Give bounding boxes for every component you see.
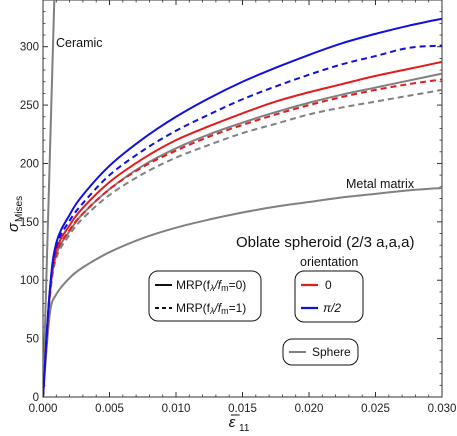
x-tick-label: 0.030 (428, 403, 457, 415)
y-axis-label: σ Mises (5, 196, 25, 232)
legend-line-style: MRP(fλ/fm=0) MRP(fλ/fm=1) (148, 270, 262, 322)
x-tick-label: 0.015 (228, 403, 257, 415)
series-line-0-dashed (43, 78, 442, 397)
axis-ticks: 0.000 0.005 0.010 0.015 0.020 0.025 0.030 0 50 10… (20, 0, 457, 415)
legend-sphere: Sphere (282, 338, 359, 366)
legend-sphere-label: Sphere (312, 345, 351, 359)
series-line-0-solid (43, 60, 442, 397)
plot-frame (42, 0, 443, 398)
legend-dashed-label: MRP(fλ/fm=1) (176, 301, 246, 316)
x-tick-label: 0.005 (95, 403, 124, 415)
series-line-metal-matrix-solid (43, 186, 442, 397)
x-axis-label-sub: 11 (239, 423, 250, 434)
x-axis-label: ε̅ 11 (229, 414, 250, 434)
y-tick-label: 0 (33, 392, 39, 404)
legend-line-style-box (148, 270, 262, 322)
y-tick-label: 50 (26, 334, 39, 346)
annotation-orientation: orientation (300, 255, 358, 269)
x-tick-label: 0.020 (295, 403, 324, 415)
series-lines (43, 0, 442, 397)
legend-orientation-pi2-label: π/2 (323, 301, 341, 315)
y-axis-label-sub: Mises (14, 196, 25, 222)
legend-solid-label: MRP(fλ/fm=0) (176, 278, 246, 293)
annotation-metal-matrix: Metal matrix (346, 177, 415, 191)
y-tick-label: 300 (20, 42, 39, 54)
y-tick-label: 150 (20, 217, 39, 229)
x-tick-label: 0.010 (162, 403, 191, 415)
series-line--2-dashed (43, 44, 442, 397)
x-tick-label: 0.000 (29, 403, 58, 415)
y-tick-label: 250 (20, 100, 39, 112)
y-tick-label: 100 (20, 275, 39, 287)
legend-orientation-box (294, 270, 364, 323)
legend-sphere-box (282, 338, 359, 366)
legend-orientation-0-label: 0 (325, 278, 332, 292)
annotation-ceramic: Ceramic (56, 36, 103, 50)
annotation-shape: Oblate spheroid (2/3 a,a,a) (236, 234, 414, 251)
series-line--2-solid (43, 17, 442, 397)
x-tick-label: 0.025 (361, 403, 390, 415)
series-line-sphere-dashed (43, 88, 442, 397)
y-tick-label: 200 (20, 158, 39, 170)
legend-orientation: 0 π/2 (294, 270, 364, 323)
x-axis-label-main: ε̅ (229, 414, 241, 431)
y-axis-label-main: σ (5, 222, 22, 232)
series-line-ceramic-solid (43, 0, 56, 397)
